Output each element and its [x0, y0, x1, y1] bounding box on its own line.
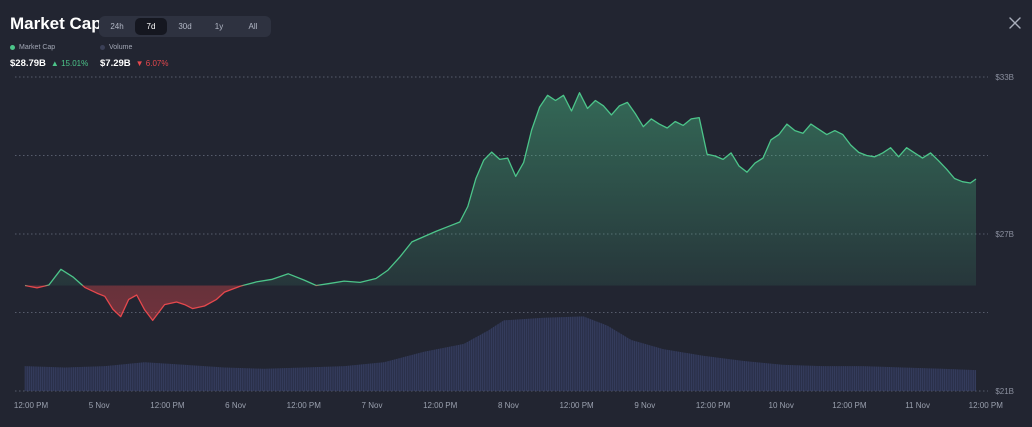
tab-30d[interactable]: 30d [178, 22, 192, 31]
market-cap-label: Market Cap [19, 44, 56, 51]
x-tick-label: 8 Nov [498, 401, 519, 410]
chart-title: Market Cap [10, 14, 102, 33]
volume-label: Volume [109, 44, 133, 51]
tab-all[interactable]: All [248, 22, 258, 31]
x-tick-label: 12:00 PM [696, 401, 731, 410]
close-icon[interactable] [1008, 16, 1022, 30]
x-tick-label: 10 Nov [769, 401, 794, 410]
x-tick-label: 12:00 PM [150, 401, 185, 410]
tab-7d[interactable]: 7d [135, 18, 167, 35]
triangle-down-icon: ▼ [135, 59, 144, 68]
area-below-baseline [25, 285, 243, 321]
market-cap-value: $28.79B [10, 58, 46, 69]
volume-value: $7.29B [100, 58, 131, 69]
x-tick-label: 12:00 PM [14, 401, 49, 410]
y-tick-label: $33B [995, 73, 1014, 82]
y-tick-label: $21B [995, 387, 1014, 396]
x-tick-label: 7 Nov [362, 401, 383, 410]
x-tick-label: 11 Nov [905, 401, 930, 410]
area-above-baseline [25, 92, 976, 286]
x-axis: 12:00 PM 5 Nov 12:00 PM 6 Nov 12:00 PM 7 Nov 1… [14, 401, 1003, 410]
market-cap-series [24, 92, 977, 322]
tab-24h[interactable]: 24h [110, 22, 124, 31]
x-tick-label: 12:00 PM [423, 401, 458, 410]
volume-dot-icon [100, 45, 105, 50]
x-tick-label: 12:00 PM [832, 401, 867, 410]
volume-series [24, 316, 976, 391]
y-axis: $33B $27B $21B [995, 73, 1014, 396]
market-cap-change-value: 15.01% [61, 59, 89, 68]
legend-volume[interactable]: Volume $7.29B ▼ 6.07% [100, 44, 168, 69]
x-tick-label: 12:00 PM [559, 401, 594, 410]
x-tick-label: 6 Nov [225, 401, 246, 410]
y-tick-label: $27B [995, 230, 1014, 239]
x-tick-label: 12:00 PM [969, 401, 1004, 410]
timeframe-tabs: 24h 7d 30d 1y All [99, 16, 271, 37]
x-tick-label: 9 Nov [634, 401, 655, 410]
market-cap-change: ▲ 15.01% [51, 59, 88, 68]
x-tick-label: 5 Nov [89, 401, 110, 410]
volume-change: ▼ 6.07% [136, 59, 169, 68]
market-cap-line-up [24, 92, 977, 286]
volume-change-value: 6.07% [145, 59, 169, 68]
market-cap-line-down [24, 285, 321, 322]
tab-1y[interactable]: 1y [214, 22, 224, 31]
x-tick-label: 12:00 PM [287, 401, 322, 410]
triangle-up-icon: ▲ [50, 59, 59, 68]
legend-market-cap[interactable]: Market Cap $28.79B ▲ 15.01% [10, 44, 88, 69]
market-cap-dot-icon [10, 45, 15, 50]
